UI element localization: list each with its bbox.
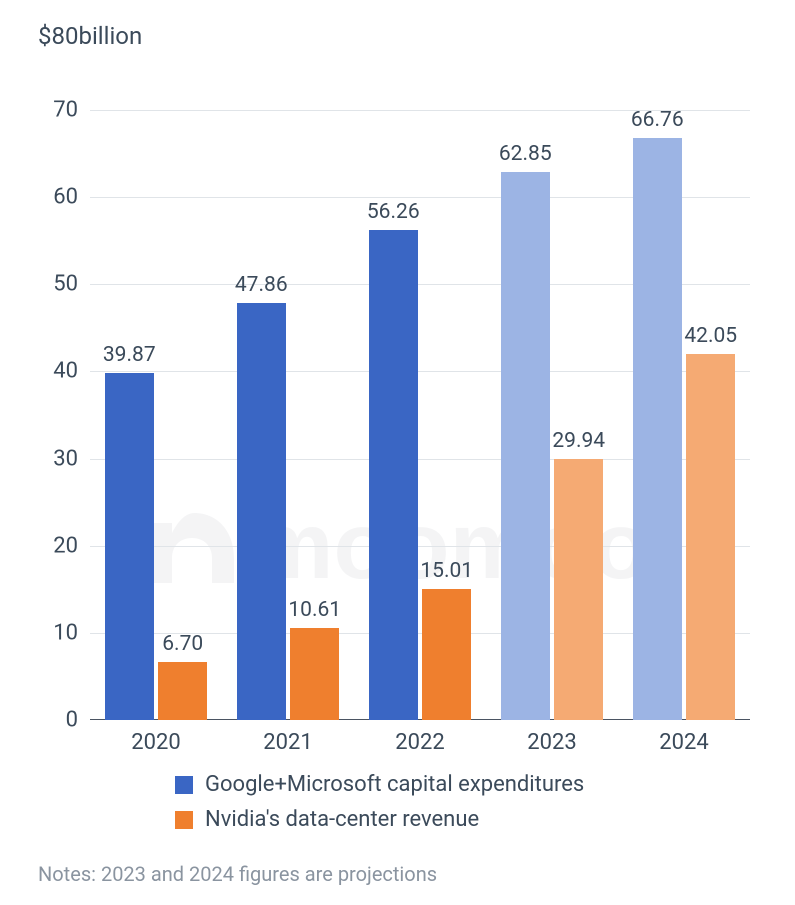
bar-value-label: 6.70	[162, 632, 203, 656]
legend-label: Nvidia's data-center revenue	[205, 807, 479, 832]
y-tick-label: 10	[30, 620, 78, 645]
bar-value-label: 47.86	[235, 273, 288, 297]
bar-value-label: 56.26	[367, 200, 420, 224]
bar-value-label: 15.01	[420, 559, 473, 583]
bar: 10.61	[290, 628, 339, 720]
x-tick-label: 2023	[527, 730, 576, 755]
y-tick-label: 20	[30, 533, 78, 558]
bar-group: 66.7642.05	[633, 110, 736, 720]
x-tick-label: 2024	[659, 730, 708, 755]
y-tick-label: 60	[30, 185, 78, 210]
bar: 39.87	[105, 373, 154, 720]
legend-label: Google+Microsoft capital expenditures	[205, 772, 584, 797]
y-tick-label: 30	[30, 446, 78, 471]
y-tick-label: 50	[30, 272, 78, 297]
bar-value-label: 42.05	[684, 324, 737, 348]
bar: 6.70	[158, 662, 207, 720]
legend-item: Nvidia's data-center revenue	[175, 807, 584, 832]
legend-swatch-icon	[175, 811, 193, 829]
bar: 66.76	[633, 138, 682, 720]
legend: Google+Microsoft capital expenditures Nv…	[175, 772, 584, 842]
y-tick-label: 70	[30, 98, 78, 123]
bar-value-label: 39.87	[103, 343, 156, 367]
y-tick-label: 40	[30, 359, 78, 384]
y-tick-label: 0	[30, 708, 78, 733]
bar-value-label: 29.94	[552, 429, 605, 453]
legend-swatch-icon	[175, 776, 193, 794]
bar: 56.26	[369, 230, 418, 720]
bar-value-label: 62.85	[499, 142, 552, 166]
bar: 42.05	[686, 354, 735, 720]
x-tick-label: 2021	[263, 730, 312, 755]
bar-value-label: 10.61	[288, 598, 341, 622]
bar-group: 47.8610.61	[237, 110, 340, 720]
bar-group: 62.8529.94	[501, 110, 604, 720]
chart-notes: Notes: 2023 and 2024 figures are project…	[38, 862, 437, 886]
bar: 62.85	[501, 172, 550, 720]
bar-group: 39.876.70	[105, 110, 208, 720]
plot-area: moomoo 202039.876.70202147.8610.61202256…	[90, 110, 750, 720]
chart-title: $80billion	[38, 22, 142, 50]
bar: 15.01	[422, 589, 471, 720]
bar-value-label: 66.76	[631, 108, 684, 132]
bar-group: 56.2615.01	[369, 110, 472, 720]
x-tick-label: 2022	[395, 730, 444, 755]
bar: 29.94	[554, 459, 603, 720]
bar: 47.86	[237, 303, 286, 720]
legend-item: Google+Microsoft capital expenditures	[175, 772, 584, 797]
chart-container: $80billion moomoo 202039.876.70202147.86…	[30, 20, 765, 885]
x-tick-label: 2020	[131, 730, 180, 755]
